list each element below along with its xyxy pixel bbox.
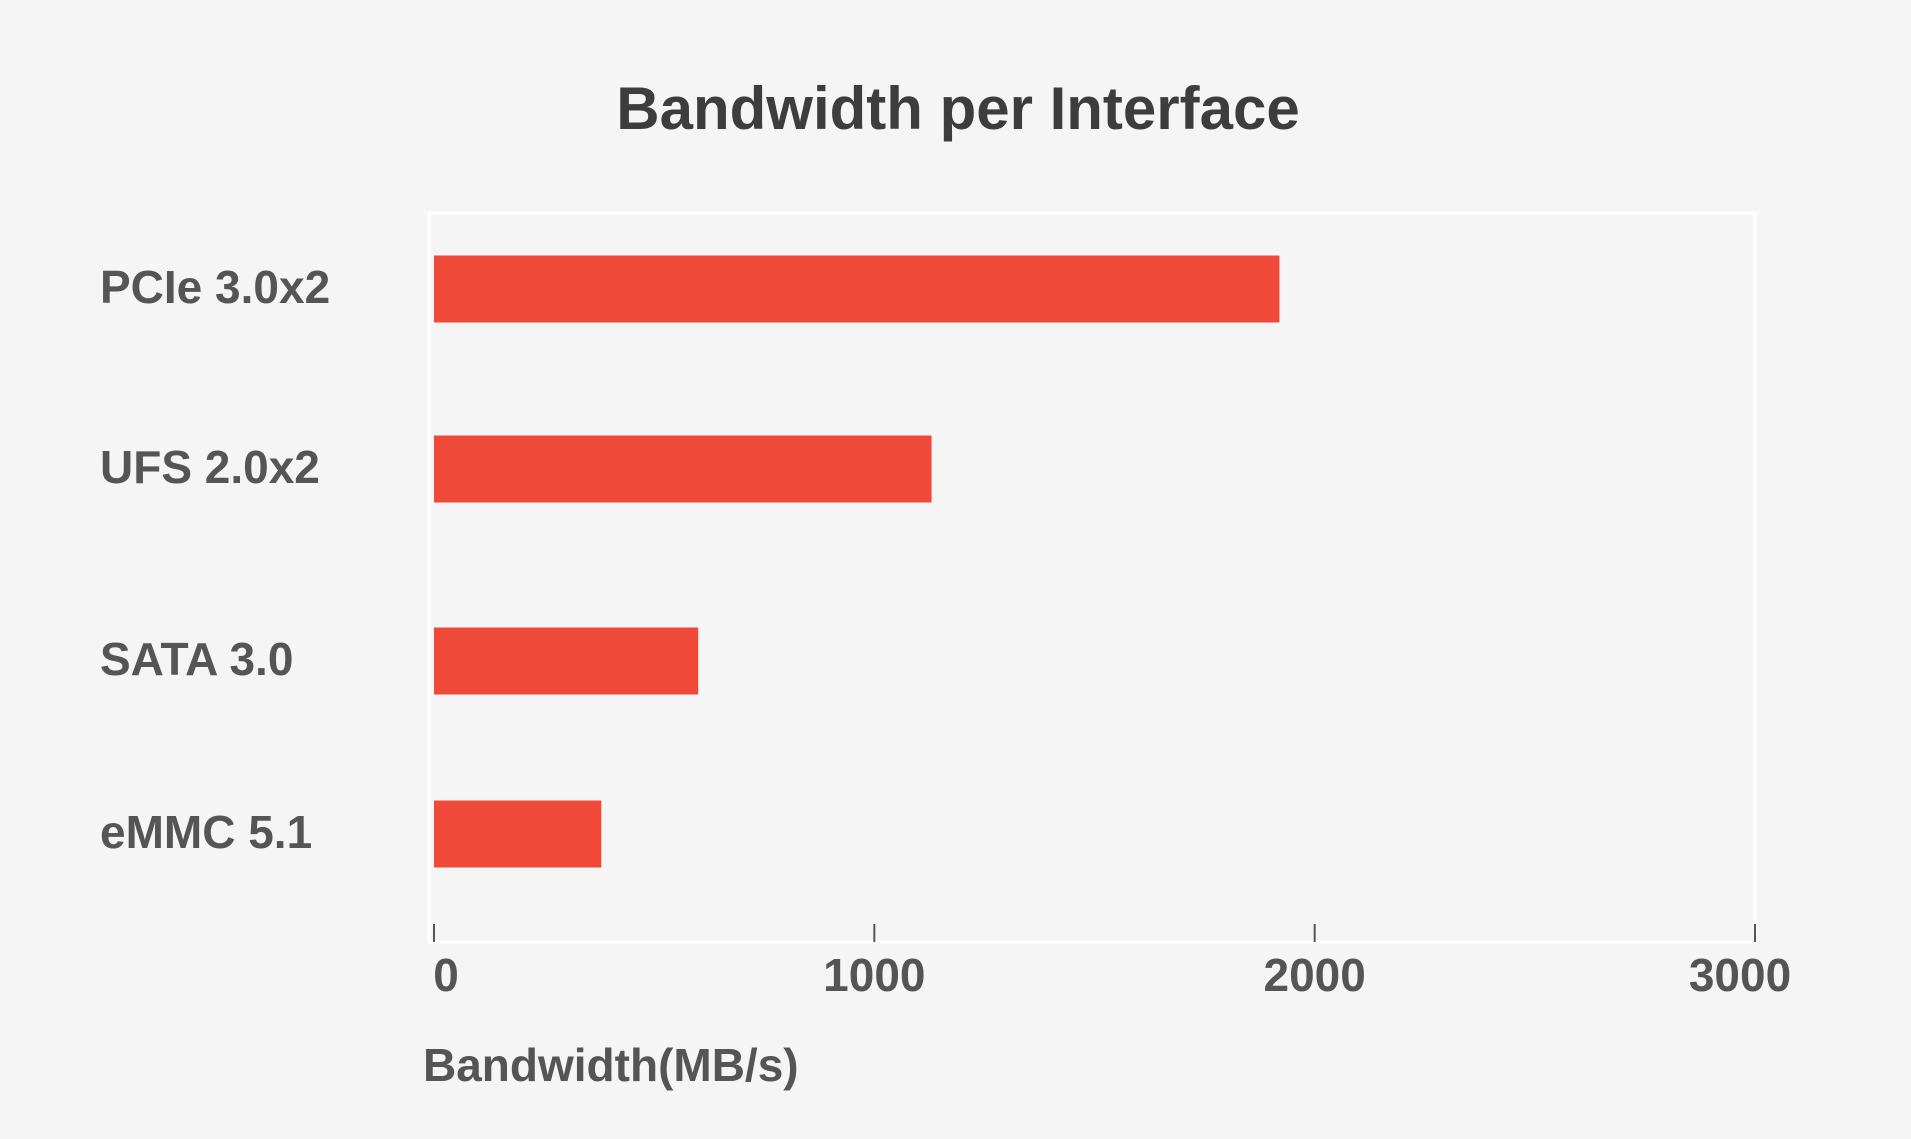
bar xyxy=(434,435,932,503)
x-tick-label: 1000 xyxy=(823,949,925,1001)
y-tick-label: eMMC 5.1 xyxy=(100,806,312,858)
bar xyxy=(434,800,602,868)
plot-frame xyxy=(427,211,1757,944)
bar xyxy=(434,255,1280,323)
x-tick-label: 2000 xyxy=(1263,949,1365,1001)
x-tick-label: 0 xyxy=(433,949,459,1001)
y-tick-label: PCIe 3.0x2 xyxy=(100,261,330,313)
y-tick-label: UFS 2.0x2 xyxy=(100,441,320,493)
bar xyxy=(434,627,699,695)
x-tick-label: 3000 xyxy=(1689,949,1791,1001)
x-axis-title: Bandwidth(MB/s) xyxy=(423,1039,799,1091)
chart-title: Bandwidth per Interface xyxy=(616,75,1299,142)
y-tick-label: SATA 3.0 xyxy=(100,633,293,685)
